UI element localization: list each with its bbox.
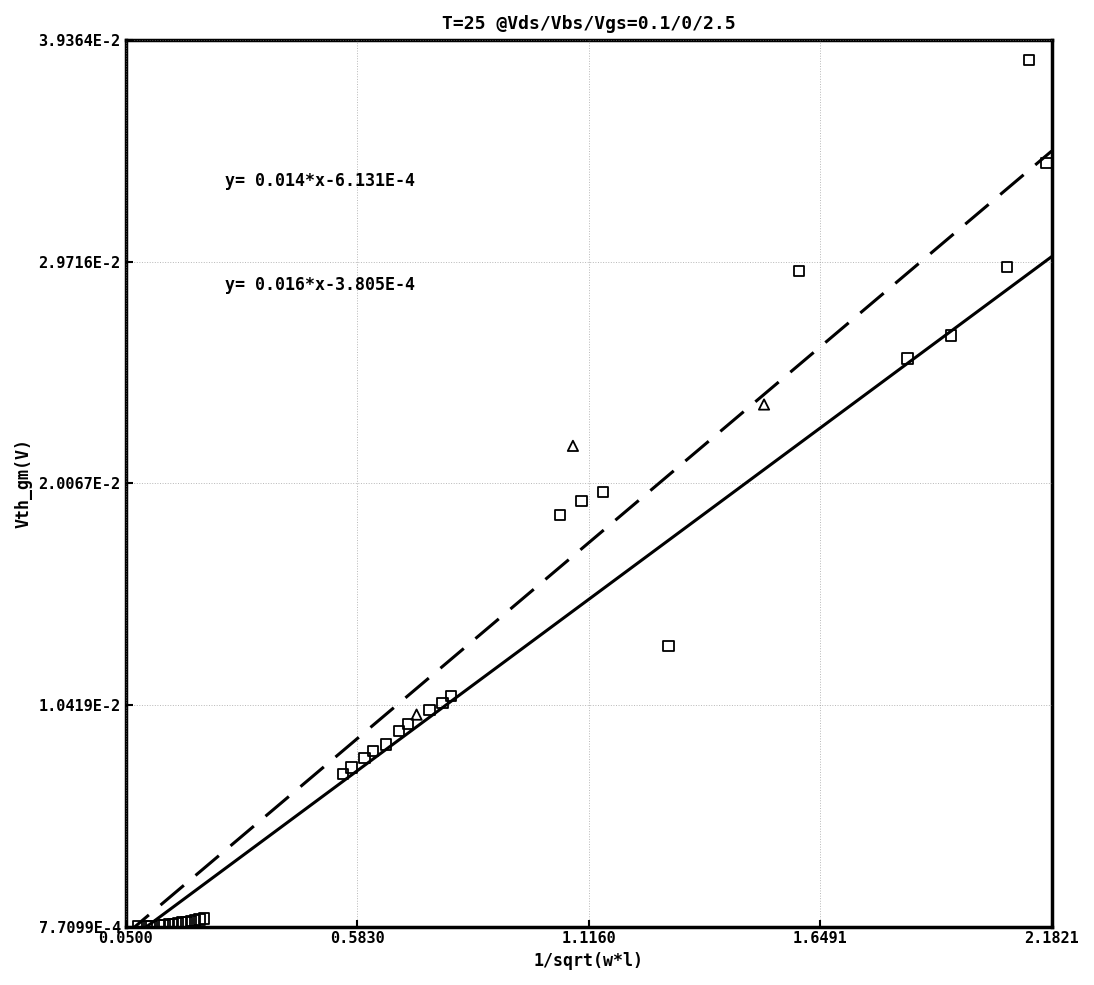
Point: [160, 916, 177, 932]
Point: [195, 911, 212, 927]
X-axis label: 1/sqrt(w*l): 1/sqrt(w*l): [534, 952, 643, 970]
Point: [790, 263, 807, 279]
Point: [182, 913, 199, 929]
Point: [1037, 156, 1055, 171]
Point: [399, 716, 417, 732]
Point: [443, 689, 461, 704]
Point: [942, 328, 959, 344]
Point: [573, 493, 591, 509]
Point: [551, 507, 569, 523]
Point: [334, 766, 351, 782]
Point: [999, 259, 1016, 275]
Point: [421, 702, 439, 718]
Point: [364, 744, 382, 759]
Point: [660, 638, 677, 654]
Point: [168, 915, 186, 931]
Point: [173, 915, 190, 931]
Point: [408, 706, 426, 722]
Point: [434, 695, 452, 711]
Point: [594, 484, 612, 499]
Point: [565, 438, 582, 454]
Point: [1021, 52, 1038, 68]
Point: [356, 751, 373, 766]
Point: [190, 911, 208, 927]
Point: [139, 918, 156, 934]
Point: [377, 737, 395, 753]
Title: T=25 @Vds/Vbs/Vgs=0.1/0/2.5: T=25 @Vds/Vbs/Vgs=0.1/0/2.5: [442, 15, 735, 33]
Point: [391, 723, 408, 739]
Point: [164, 916, 182, 932]
Point: [898, 351, 916, 366]
Point: [155, 917, 173, 933]
Point: [186, 912, 203, 928]
Y-axis label: Vth_gm(V): Vth_gm(V): [15, 438, 33, 528]
Point: [152, 918, 170, 934]
Point: [130, 918, 148, 934]
Point: [177, 914, 195, 930]
Point: [342, 759, 360, 775]
Text: y= 0.014*x-6.131E-4: y= 0.014*x-6.131E-4: [225, 172, 416, 190]
Point: [755, 397, 772, 413]
Point: [143, 918, 161, 934]
Text: y= 0.016*x-3.805E-4: y= 0.016*x-3.805E-4: [225, 276, 416, 294]
